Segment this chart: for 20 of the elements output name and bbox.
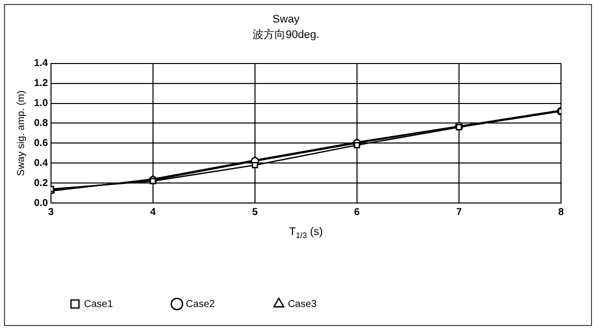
x-tick-label: 5 <box>252 206 258 218</box>
y-axis-title: Sway sig. amp. (m) <box>16 90 27 176</box>
x-tick-label: 4 <box>150 206 156 218</box>
x-tick-label: 6 <box>354 206 360 218</box>
legend-label: Case3 <box>288 298 318 310</box>
y-tick-label: 1.4 <box>34 58 48 70</box>
y-tick-label: 0.4 <box>34 158 48 169</box>
chart-subtitle: 波方向90deg. <box>252 28 320 41</box>
y-tick-label: 0.2 <box>34 178 48 189</box>
y-tick-label: 1.0 <box>34 98 48 110</box>
legend-label: Case2 <box>186 298 216 310</box>
y-tick-label: 0.8 <box>34 118 48 129</box>
x-tick-label: 3 <box>48 206 54 218</box>
y-tick-label: 0.0 <box>34 198 48 209</box>
chart-title: Sway <box>272 14 300 26</box>
legend-label: Case1 <box>84 298 114 310</box>
x-tick-label: 7 <box>456 206 462 218</box>
y-tick-label: 0.6 <box>34 138 48 149</box>
y-tick-label: 1.2 <box>34 78 48 90</box>
x-tick-label: 8 <box>558 206 564 218</box>
